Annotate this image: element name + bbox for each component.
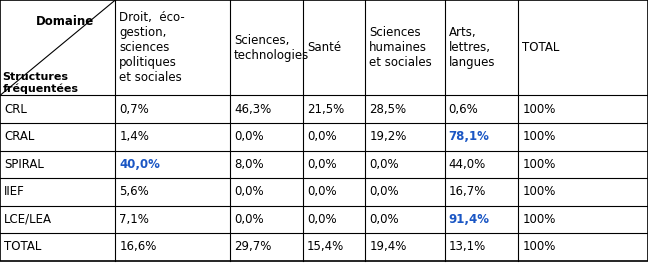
- Text: IIEF: IIEF: [4, 185, 25, 198]
- Text: LCE/LEA: LCE/LEA: [4, 213, 52, 226]
- Text: 44,0%: 44,0%: [448, 158, 485, 171]
- Text: Structures
fréquentées: Structures fréquentées: [3, 72, 78, 94]
- Text: 16,7%: 16,7%: [448, 185, 486, 198]
- Text: 91,4%: 91,4%: [448, 213, 489, 226]
- Text: Domaine: Domaine: [36, 15, 94, 28]
- Text: 100%: 100%: [522, 130, 556, 143]
- Text: 0,0%: 0,0%: [369, 185, 399, 198]
- Text: 1,4%: 1,4%: [119, 130, 149, 143]
- Text: 16,6%: 16,6%: [119, 240, 157, 254]
- Text: 0,0%: 0,0%: [307, 213, 337, 226]
- Text: Arts,
lettres,
langues: Arts, lettres, langues: [448, 26, 495, 69]
- Text: 0,0%: 0,0%: [234, 185, 264, 198]
- Text: 78,1%: 78,1%: [448, 130, 489, 143]
- Text: 40,0%: 40,0%: [119, 158, 160, 171]
- Text: 100%: 100%: [522, 213, 556, 226]
- Text: 8,0%: 8,0%: [234, 158, 264, 171]
- Text: Santé: Santé: [307, 41, 341, 54]
- Text: CRL: CRL: [4, 103, 27, 116]
- Text: 0,0%: 0,0%: [307, 158, 337, 171]
- Text: 15,4%: 15,4%: [307, 240, 344, 254]
- Text: 5,6%: 5,6%: [119, 185, 149, 198]
- Text: TOTAL: TOTAL: [522, 41, 560, 54]
- Text: 46,3%: 46,3%: [234, 103, 271, 116]
- Text: 0,0%: 0,0%: [369, 213, 399, 226]
- Text: 0,0%: 0,0%: [307, 185, 337, 198]
- Text: 0,7%: 0,7%: [119, 103, 149, 116]
- Text: 19,4%: 19,4%: [369, 240, 407, 254]
- Text: 100%: 100%: [522, 103, 556, 116]
- Text: 29,7%: 29,7%: [234, 240, 272, 254]
- Text: Droit,  éco-
gestion,
sciences
politiques
et sociales: Droit, éco- gestion, sciences politiques…: [119, 11, 185, 84]
- Text: 28,5%: 28,5%: [369, 103, 406, 116]
- Text: 100%: 100%: [522, 158, 556, 171]
- Text: Sciences,
technologies: Sciences, technologies: [234, 34, 309, 62]
- Text: 100%: 100%: [522, 240, 556, 254]
- Text: SPIRAL: SPIRAL: [4, 158, 44, 171]
- Text: 0,0%: 0,0%: [234, 213, 264, 226]
- Text: 0,0%: 0,0%: [369, 158, 399, 171]
- Text: Sciences
humaines
et sociales: Sciences humaines et sociales: [369, 26, 432, 69]
- Text: 0,6%: 0,6%: [448, 103, 478, 116]
- Text: 13,1%: 13,1%: [448, 240, 485, 254]
- Text: 0,0%: 0,0%: [234, 130, 264, 143]
- Text: 0,0%: 0,0%: [307, 130, 337, 143]
- Text: 7,1%: 7,1%: [119, 213, 149, 226]
- Text: CRAL: CRAL: [4, 130, 34, 143]
- Text: 21,5%: 21,5%: [307, 103, 344, 116]
- Text: 100%: 100%: [522, 185, 556, 198]
- Text: TOTAL: TOTAL: [4, 240, 41, 254]
- Text: 19,2%: 19,2%: [369, 130, 407, 143]
